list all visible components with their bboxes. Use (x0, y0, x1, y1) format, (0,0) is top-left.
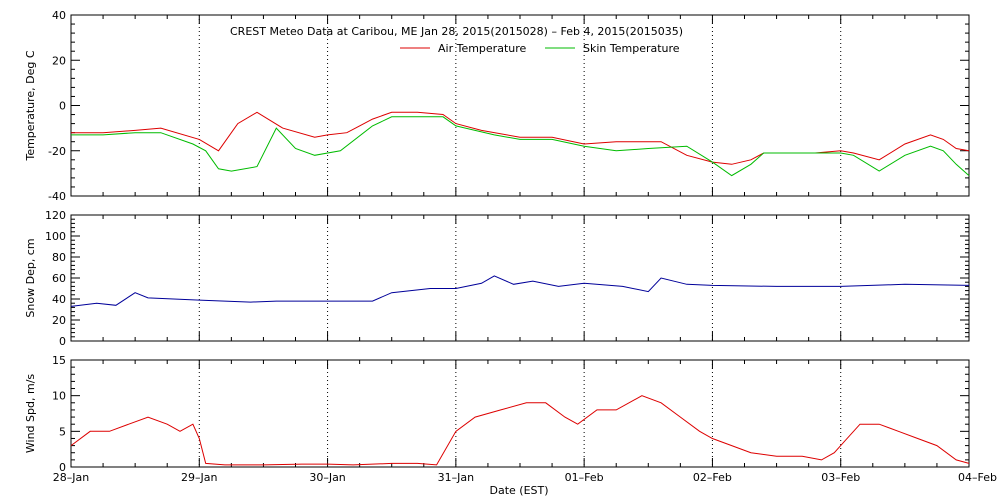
snow-depth-frame (70, 214, 970, 342)
x-axis-label: Date (EST) (489, 484, 548, 497)
x-tick-label: 28–Jan (53, 471, 89, 484)
wind-speed-panel: 0 5 10 15 Wind Spd, m/s 28–Jan 29–Jan 30–Jan 31–… (24, 354, 997, 484)
snow-depth-panel: 0 20 40 60 80 100 120 Snow Dep, cm (24, 209, 970, 348)
snow-depth-ytick-label: 20 (52, 314, 66, 327)
chart-title: CREST Meteo Data at Caribou, ME Jan 28, … (230, 25, 683, 38)
snow-depth-ytick-label: 100 (45, 230, 66, 243)
snow-depth-ytick-label: 120 (45, 209, 66, 222)
wind-speed-ytick-label: 10 (52, 390, 66, 403)
temperature-ytick-label: 20 (52, 54, 66, 67)
wind-speed-series-0 (70, 395, 970, 466)
wind-speed-ytick-label: 15 (52, 354, 66, 367)
legend-label-1: Skin Temperature (583, 42, 680, 55)
snow-depth-series-0 (70, 275, 970, 307)
temperature-ytick-label: 0 (59, 100, 66, 113)
x-tick-label: 29–Jan (181, 471, 217, 484)
temperature-series-1 (71, 116, 970, 177)
x-tick-label: 30–Jan (309, 471, 345, 484)
wind-speed-frame (70, 359, 970, 468)
temperature-ylabel: Temperature, Deg C (24, 50, 37, 161)
legend-label-0: Air Temperature (438, 42, 527, 55)
x-tick-label: 01–Feb (565, 471, 604, 484)
snow-depth-ytick-label: 0 (59, 335, 66, 348)
x-tick-label: 03–Feb (821, 471, 860, 484)
wind-speed-ytick-label: 0 (59, 461, 66, 474)
legend: Air Temperature Skin Temperature (400, 42, 680, 55)
x-tick-label: 02–Feb (693, 471, 732, 484)
snow-depth-ytick-label: 40 (52, 293, 66, 306)
snow-depth-ylabel: Snow Dep, cm (24, 238, 37, 317)
x-tick-label: 31–Jan (438, 471, 474, 484)
snow-depth-ytick-label: 60 (52, 272, 66, 285)
temperature-ytick-label: -40 (48, 190, 66, 203)
x-tick-label: 04–Feb (958, 471, 997, 484)
temperature-series-0 (71, 111, 970, 165)
wind-speed-ytick-label: 5 (59, 425, 66, 438)
temperature-ytick-label: 40 (52, 9, 66, 22)
wind-speed-ylabel: Wind Spd, m/s (24, 374, 37, 454)
temperature-panel: -40 -20 0 20 40 Temperature, Deg C (24, 9, 970, 203)
snow-depth-ytick-label: 80 (52, 251, 66, 264)
temperature-ytick-label: -20 (48, 145, 66, 158)
